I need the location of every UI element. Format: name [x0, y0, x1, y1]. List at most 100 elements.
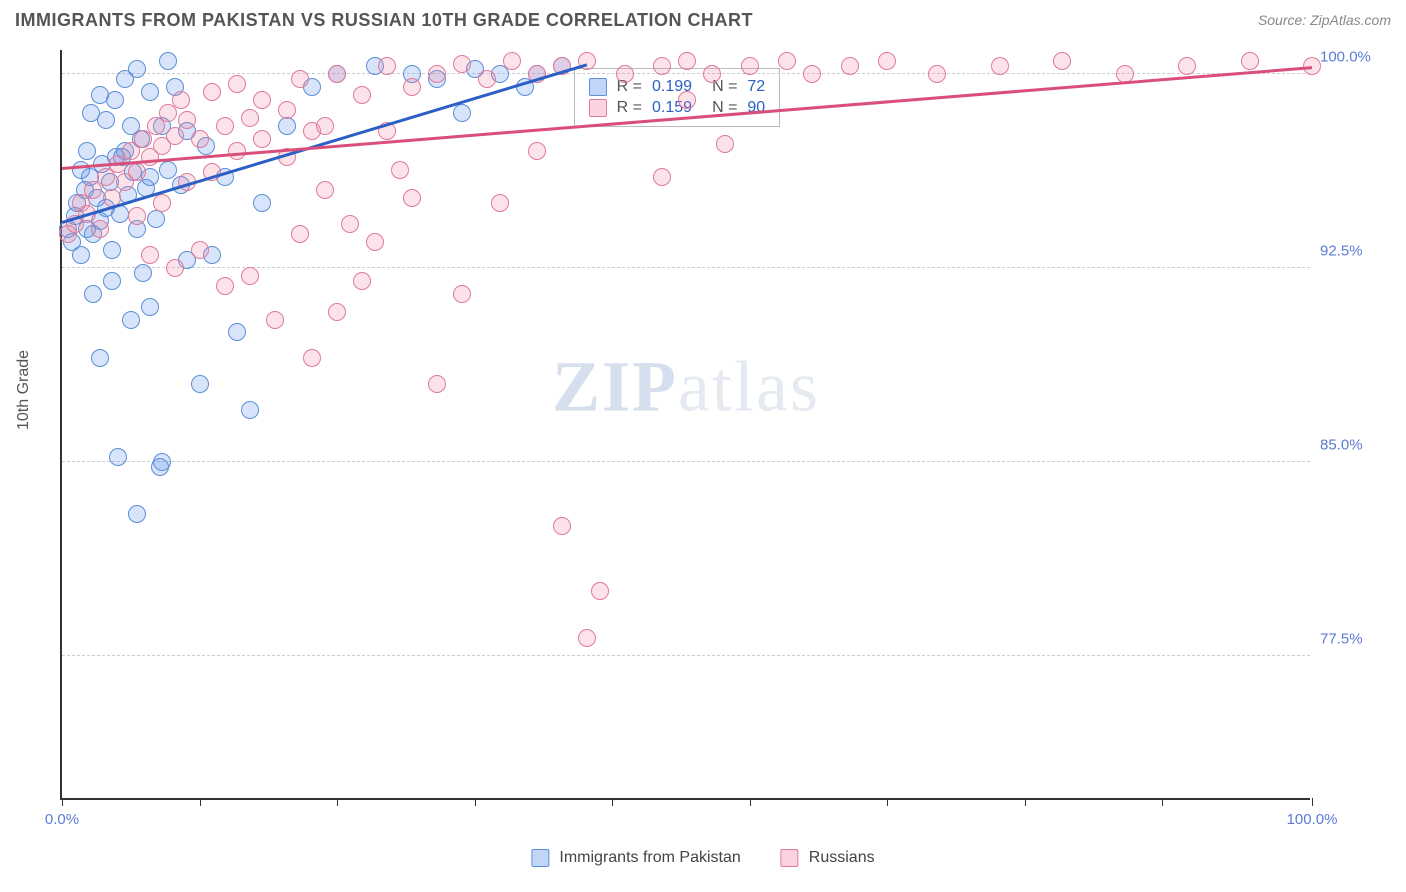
scatter-point [216, 277, 234, 295]
scatter-point [841, 57, 859, 75]
scatter-point [159, 161, 177, 179]
x-tick-label: 0.0% [45, 811, 79, 828]
scatter-point [151, 458, 169, 476]
gridline [62, 655, 1310, 656]
scatter-point [616, 65, 634, 83]
scatter-point [109, 448, 127, 466]
scatter-point [253, 194, 271, 212]
legend-swatch [589, 78, 607, 96]
scatter-point [216, 117, 234, 135]
scatter-point [503, 52, 521, 70]
scatter-point [328, 303, 346, 321]
scatter-point [191, 241, 209, 259]
scatter-point [928, 65, 946, 83]
scatter-point [878, 52, 896, 70]
scatter-point [291, 225, 309, 243]
scatter-point [241, 109, 259, 127]
scatter-point [241, 267, 259, 285]
x-tick [475, 798, 476, 806]
y-tick-label: 85.0% [1320, 436, 1380, 453]
scatter-point [141, 83, 159, 101]
scatter-point [591, 582, 609, 600]
scatter-point [172, 91, 190, 109]
scatter-point [678, 52, 696, 70]
scatter-point [578, 629, 596, 647]
scatter-point [803, 65, 821, 83]
scatter-point [253, 91, 271, 109]
scatter-point [778, 52, 796, 70]
scatter-point [191, 375, 209, 393]
scatter-point [128, 60, 146, 78]
scatter-point [328, 65, 346, 83]
scatter-point [1053, 52, 1071, 70]
scatter-point [403, 78, 421, 96]
scatter-point [103, 241, 121, 259]
source-label: Source: ZipAtlas.com [1258, 12, 1391, 28]
scatter-point [741, 57, 759, 75]
scatter-point [82, 104, 100, 122]
scatter-point [128, 505, 146, 523]
x-tick [1312, 798, 1313, 806]
scatter-point [653, 168, 671, 186]
scatter-point [1241, 52, 1259, 70]
plot-area: ZIPatlas R =0.199N =72R =0.159N =90 77.5… [60, 50, 1310, 800]
scatter-point [91, 349, 109, 367]
scatter-point [1178, 57, 1196, 75]
scatter-point [378, 57, 396, 75]
x-tick [200, 798, 201, 806]
y-tick-label: 77.5% [1320, 630, 1380, 647]
scatter-point [153, 194, 171, 212]
scatter-point [122, 311, 140, 329]
legend-item: Immigrants from Pakistan [531, 849, 740, 867]
x-tick [62, 798, 63, 806]
legend-label: Russians [809, 849, 875, 867]
scatter-point [253, 130, 271, 148]
scatter-point [316, 181, 334, 199]
y-axis-label: 10th Grade [15, 350, 33, 430]
scatter-point [991, 57, 1009, 75]
scatter-point [91, 220, 109, 238]
scatter-point [316, 117, 334, 135]
scatter-point [228, 323, 246, 341]
scatter-point [353, 86, 371, 104]
scatter-point [303, 349, 321, 367]
scatter-point [266, 311, 284, 329]
y-tick-label: 100.0% [1320, 48, 1380, 65]
scatter-point [716, 135, 734, 153]
scatter-point [203, 83, 221, 101]
scatter-point [291, 70, 309, 88]
scatter-point [147, 210, 165, 228]
scatter-point [141, 246, 159, 264]
gridline [62, 461, 1310, 462]
legend-swatch [589, 99, 607, 117]
scatter-point [403, 189, 421, 207]
scatter-point [72, 161, 90, 179]
scatter-point [166, 259, 184, 277]
scatter-point [453, 285, 471, 303]
scatter-point [528, 142, 546, 160]
x-tick [612, 798, 613, 806]
scatter-point [228, 75, 246, 93]
scatter-point [241, 401, 259, 419]
scatter-point [128, 207, 146, 225]
scatter-point [366, 233, 384, 251]
scatter-point [178, 111, 196, 129]
scatter-point [278, 101, 296, 119]
scatter-point [103, 272, 121, 290]
scatter-point [128, 163, 146, 181]
scatter-point [278, 117, 296, 135]
scatter-point [391, 161, 409, 179]
scatter-point [166, 127, 184, 145]
scatter-point [134, 264, 152, 282]
bottom-legend: Immigrants from Pakistan Russians [531, 849, 874, 867]
legend-swatch [781, 849, 799, 867]
legend-item: Russians [781, 849, 875, 867]
scatter-point [703, 65, 721, 83]
scatter-point [553, 517, 571, 535]
stats-legend-row: R =0.199N =72 [589, 78, 766, 96]
scatter-point [428, 375, 446, 393]
scatter-point [84, 285, 102, 303]
scatter-point [72, 246, 90, 264]
scatter-point [478, 70, 496, 88]
scatter-point [453, 55, 471, 73]
